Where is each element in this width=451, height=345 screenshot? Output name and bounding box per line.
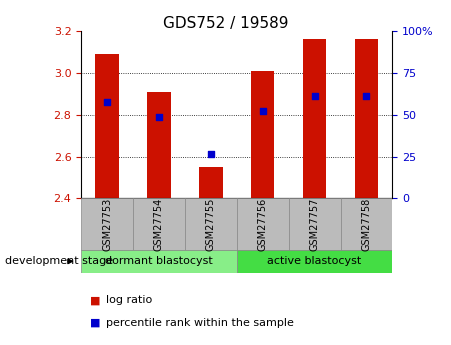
Text: GSM27757: GSM27757: [309, 198, 320, 251]
Bar: [303, 39, 326, 198]
Text: development stage: development stage: [5, 256, 113, 266]
Bar: [147, 92, 170, 198]
Point: [311, 93, 318, 99]
Text: ■: ■: [90, 295, 101, 305]
Bar: [96, 54, 119, 198]
Bar: [289, 198, 341, 250]
Bar: [133, 198, 185, 250]
Text: ■: ■: [90, 318, 101, 327]
Text: dormant blastocyst: dormant blastocyst: [105, 256, 213, 266]
Bar: [81, 198, 133, 250]
Bar: [355, 39, 378, 198]
Point: [155, 114, 162, 120]
Point: [103, 99, 110, 105]
Bar: [341, 198, 392, 250]
Text: GSM27758: GSM27758: [361, 198, 372, 251]
Text: percentile rank within the sample: percentile rank within the sample: [106, 318, 294, 327]
Text: GSM27754: GSM27754: [154, 198, 164, 251]
Text: GSM27756: GSM27756: [258, 198, 268, 251]
Bar: [199, 167, 222, 198]
Bar: [237, 198, 289, 250]
Text: active blastocyst: active blastocyst: [267, 256, 362, 266]
Bar: [237, 250, 392, 273]
Point: [363, 93, 370, 99]
Bar: [251, 71, 274, 198]
Text: GSM27755: GSM27755: [206, 198, 216, 251]
Point: [259, 108, 266, 113]
Text: log ratio: log ratio: [106, 295, 152, 305]
Bar: [81, 250, 237, 273]
Text: GDS752 / 19589: GDS752 / 19589: [163, 16, 288, 30]
Point: [207, 152, 214, 157]
Bar: [185, 198, 237, 250]
Text: GSM27753: GSM27753: [102, 198, 112, 251]
